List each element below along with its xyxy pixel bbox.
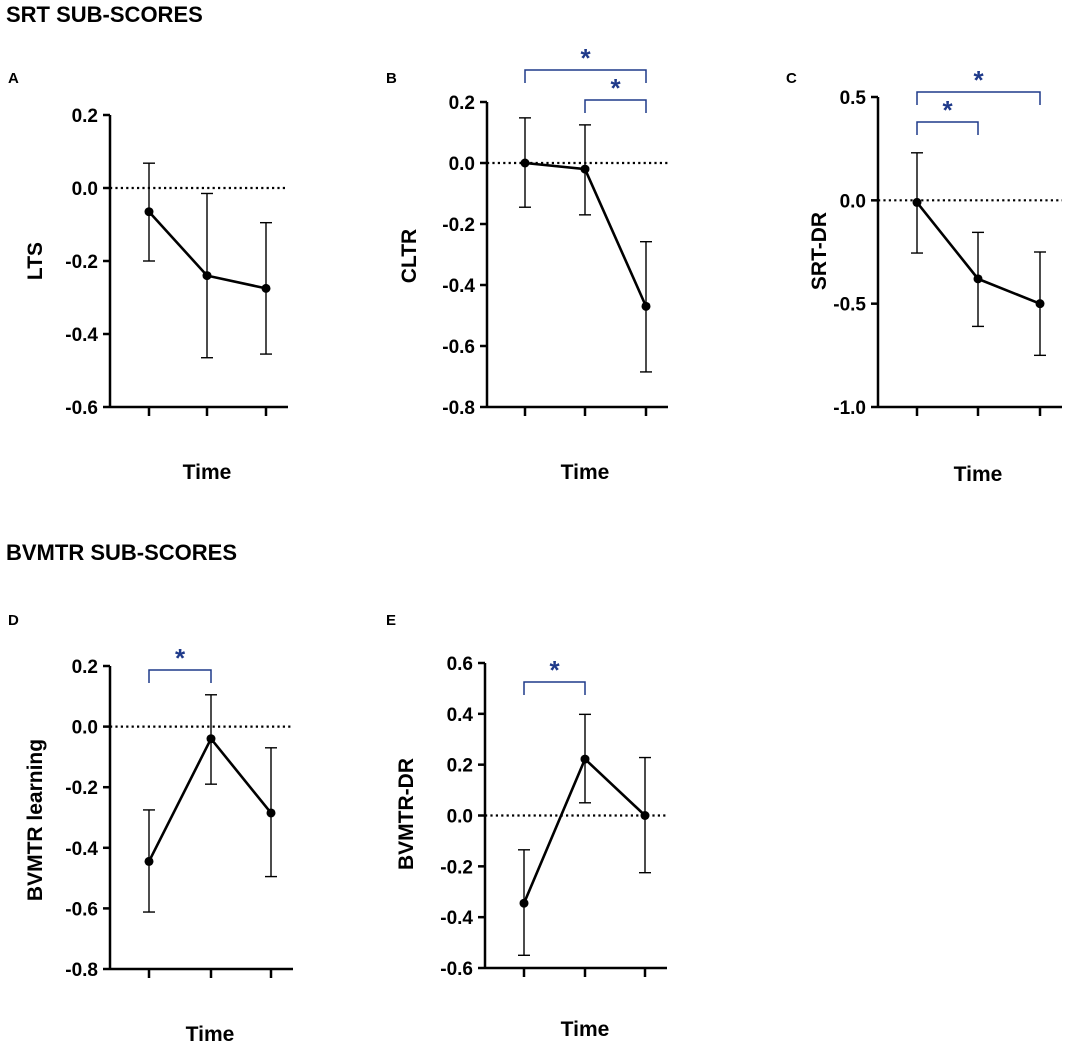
y-axis-label: CLTR	[398, 229, 421, 283]
data-point	[973, 274, 983, 284]
panel-label: C	[786, 70, 797, 87]
significance-star: *	[973, 65, 984, 95]
panel-label: D	[8, 612, 19, 629]
panel-label: B	[386, 70, 397, 87]
chart-panel-b: B 0.2 0.0 -0.2 -0.4 -0.6 -0.8 * * CLTR Time	[386, 43, 668, 484]
y-tick-label: 0.2	[449, 93, 475, 114]
y-tick-label: 0.5	[840, 88, 867, 109]
series-line	[147, 736, 273, 863]
chart-panel-c: C 0.5 0.0 -0.5 -1.0 * * SRT-DR Time	[786, 65, 1062, 486]
x-axis-label: Time	[561, 1018, 610, 1041]
data-point	[1035, 299, 1045, 309]
y-tick-label: -0.4	[65, 839, 98, 860]
significance-bracket	[524, 69, 647, 83]
data-point	[261, 283, 271, 293]
significance-bracket	[523, 681, 586, 695]
y-tick-label: 0.2	[72, 657, 98, 678]
y-tick-label: -0.8	[442, 398, 475, 419]
y-tick-label: -0.2	[65, 778, 98, 799]
chart-panel-d: D 0.2 0.0 -0.2 -0.4 -0.6 -0.8 * BVMTR learning Ti…	[8, 612, 293, 1046]
y-tick-label: -0.6	[440, 959, 473, 980]
chart-panel-a: A 0.2 0.0 -0.2 -0.4 -0.6 LTS Time	[8, 70, 288, 484]
y-axis-label: LTS	[24, 242, 47, 280]
y-axis-label: BVMTR learning	[24, 739, 47, 901]
data-point	[580, 164, 590, 174]
y-tick-label: -0.4	[442, 276, 475, 297]
x-axis-label: Time	[954, 463, 1003, 486]
significance-bracket	[916, 121, 979, 135]
y-tick-label: 0.2	[72, 106, 98, 127]
y-tick-label: -0.4	[65, 325, 98, 346]
data-point	[519, 898, 529, 908]
chart-panel-e: E 0.6 0.4 0.2 0.0 -0.2 -0.4 -0.6 * BVMTR-DR Time	[386, 612, 667, 1041]
y-tick-label: -0.6	[65, 899, 98, 920]
significance-bracket	[916, 91, 1041, 105]
significance-star: *	[549, 655, 560, 685]
y-tick-label: 0.0	[72, 718, 98, 739]
x-axis-label: Time	[186, 1023, 235, 1046]
significance-star: *	[610, 73, 621, 103]
y-tick-label: -0.6	[442, 337, 475, 358]
y-axis-label: SRT-DR	[808, 212, 831, 290]
y-tick-label: 0.0	[840, 191, 866, 212]
y-tick-label: -0.5	[833, 295, 866, 316]
y-tick-label: 0.0	[447, 807, 473, 828]
data-point	[912, 197, 922, 207]
y-tick-label: -0.6	[65, 398, 98, 419]
y-tick-label: -1.0	[833, 398, 866, 419]
significance-star: *	[580, 43, 591, 73]
data-point	[266, 808, 276, 818]
y-tick-label: -0.2	[440, 857, 473, 878]
srt-section-title: SRT SUB-SCORES	[6, 2, 203, 27]
y-tick-label: -0.4	[440, 908, 473, 929]
y-tick-label: 0.0	[449, 154, 475, 175]
y-tick-label: -0.2	[442, 215, 475, 236]
significance-star: *	[942, 95, 953, 125]
data-point	[202, 271, 212, 281]
data-point	[144, 207, 154, 217]
significance-bracket	[148, 669, 212, 683]
data-point	[641, 301, 651, 311]
y-axis-label: BVMTR-DR	[395, 758, 418, 870]
data-point	[580, 754, 590, 764]
y-tick-label: 0.0	[72, 179, 98, 200]
panel-label: E	[386, 612, 396, 629]
significance-bracket	[584, 99, 647, 113]
x-axis-label: Time	[561, 461, 610, 484]
x-axis-label: Time	[183, 461, 232, 484]
panel-label: A	[8, 70, 19, 87]
bvmtr-section-title: BVMTR SUB-SCORES	[6, 540, 238, 565]
y-tick-label: 0.4	[447, 705, 474, 726]
data-point	[206, 734, 216, 744]
significance-star: *	[175, 643, 186, 673]
data-point	[640, 811, 650, 820]
data-point	[520, 158, 530, 168]
y-tick-label: -0.2	[65, 252, 98, 273]
y-tick-label: -0.8	[65, 960, 98, 981]
data-point	[144, 856, 154, 866]
y-tick-label: 0.2	[447, 756, 473, 777]
y-tick-label: 0.6	[447, 654, 473, 675]
